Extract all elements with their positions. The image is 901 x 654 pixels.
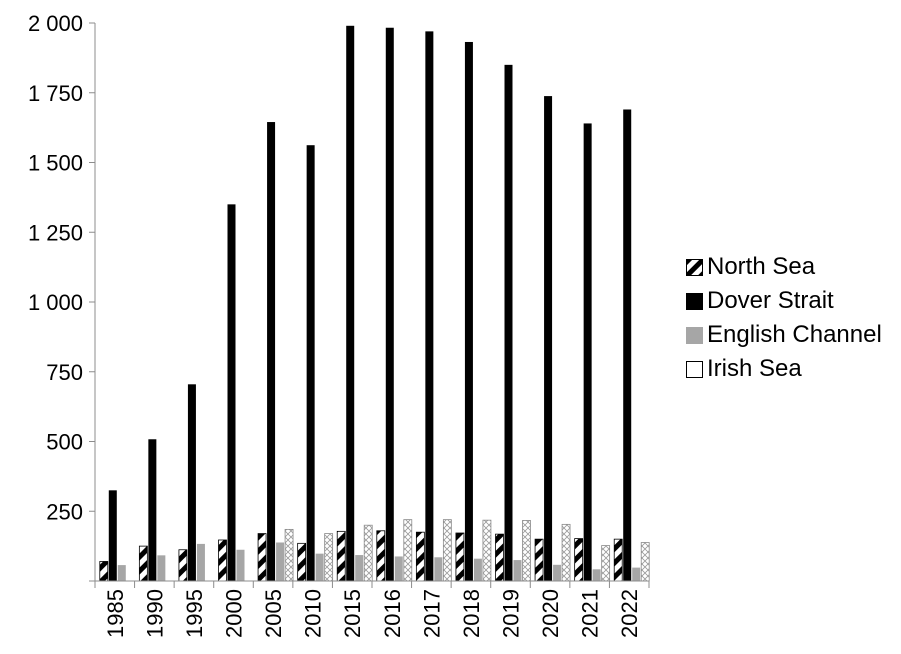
legend-item-irish-sea: Irish Sea [686, 352, 882, 386]
x-tick-label: 2010 [301, 589, 326, 638]
bar-dover-strait-2015 [346, 25, 355, 582]
bars-layer [99, 25, 650, 582]
bar-english-channel-2016 [394, 556, 403, 581]
x-tick-label: 2000 [222, 589, 247, 638]
bar-irish-sea-2016 [403, 519, 413, 582]
x-tick-label: 2019 [499, 589, 524, 638]
x-tick-label: 2016 [380, 589, 405, 638]
legend-item-dover-strait: Dover Strait [686, 284, 882, 318]
bar-dover-strait-2005 [267, 122, 276, 582]
legend-label-irish-sea: Irish Sea [707, 355, 802, 382]
bar-english-channel-2021 [592, 569, 601, 581]
bar-irish-sea-2018 [482, 519, 492, 582]
legend-swatch-dover-strait [686, 292, 703, 310]
legend-item-north-sea: North Sea [686, 250, 882, 284]
bar-dover-strait-1990 [148, 439, 157, 581]
y-tick-label: 500 [46, 430, 83, 455]
x-tick-label: 2022 [617, 589, 642, 638]
x-tick-label: 1995 [182, 589, 207, 638]
y-tick-label: 1 000 [28, 290, 83, 315]
bar-north-sea-1995 [178, 549, 188, 582]
bar-north-sea-1990 [138, 545, 148, 582]
legend-item-english-channel: English Channel [686, 318, 882, 352]
bar-north-sea-1985 [99, 561, 109, 582]
legend-swatch-irish-sea [686, 360, 703, 378]
bar-irish-sea-2015 [363, 524, 373, 582]
bar-english-channel-2015 [355, 555, 364, 581]
bar-north-sea-2016 [376, 530, 386, 582]
x-tick-label: 1985 [103, 589, 128, 638]
x-tick-label: 2017 [419, 589, 444, 638]
bar-irish-sea-2020 [561, 523, 571, 582]
y-axis-labels: 2 000 1 750 1 500 1 250 1 000 750 500 250 [28, 11, 83, 524]
bar-irish-sea-2021 [601, 545, 611, 582]
bar-english-channel-2000 [236, 549, 245, 581]
bar-english-channel-2018 [473, 558, 482, 581]
x-tick-label: 2020 [538, 589, 563, 638]
bar-dover-strait-2017 [425, 31, 434, 582]
bar-english-channel-1990 [157, 555, 166, 581]
bar-irish-sea-2005 [284, 528, 294, 582]
bar-north-sea-2005 [257, 533, 267, 582]
legend-label-dover-strait: Dover Strait [707, 287, 834, 314]
legend-label-north-sea: North Sea [707, 253, 816, 280]
bar-north-sea-2021 [574, 538, 584, 582]
bar-english-channel-2022 [632, 567, 641, 581]
bar-north-sea-2017 [415, 531, 425, 582]
bar-english-channel-1995 [196, 543, 205, 581]
axes-layer [89, 22, 650, 588]
y-tick-label: 750 [46, 360, 83, 385]
y-tick-label: 250 [46, 499, 83, 524]
y-tick-label: 1 250 [28, 220, 83, 245]
legend: North Sea Dover Strait English Channel I… [686, 250, 882, 386]
legend-swatch-north-sea [686, 258, 703, 276]
bar-dover-strait-2000 [227, 204, 236, 581]
bar-irish-sea-2010 [324, 533, 334, 582]
bar-irish-sea-2017 [442, 519, 452, 582]
bar-dover-strait-2021 [583, 123, 592, 581]
bar-dover-strait-1985 [108, 490, 117, 581]
bar-north-sea-2000 [218, 539, 227, 582]
bar-irish-sea-2019 [522, 520, 531, 582]
x-tick-label: 2005 [261, 589, 286, 638]
bar-dover-strait-2022 [623, 109, 632, 582]
y-tick-label: 1 750 [28, 81, 83, 106]
x-tick-label: 2021 [578, 589, 603, 638]
bar-north-sea-2020 [534, 538, 544, 582]
bar-north-sea-2022 [613, 538, 623, 582]
bar-english-channel-2017 [434, 557, 443, 581]
bar-irish-sea-2022 [640, 542, 650, 582]
y-tick-label: 2 000 [28, 11, 83, 36]
bar-dover-strait-2010 [306, 145, 315, 581]
legend-swatch-english-channel [686, 326, 703, 344]
bar-north-sea-2010 [297, 542, 307, 582]
bar-english-channel-2020 [553, 564, 562, 581]
bar-dover-strait-2018 [464, 41, 473, 582]
bar-english-channel-2005 [276, 542, 285, 581]
y-tick-label: 1 500 [28, 151, 83, 176]
bar-dover-strait-2019 [504, 64, 513, 582]
bar-north-sea-2019 [495, 533, 504, 582]
x-axis-labels: 1985 1990 1995 2000 2005 2010 2015 2016 2017 2018… [103, 589, 642, 638]
legend-label-english-channel: English Channel [707, 321, 882, 348]
bar-dover-strait-2016 [385, 27, 394, 582]
x-tick-label: 2015 [340, 589, 365, 638]
bar-english-channel-1985 [117, 565, 126, 581]
x-tick-label: 1990 [142, 589, 167, 638]
x-tick-label: 2018 [459, 589, 484, 638]
bar-dover-strait-2020 [544, 96, 553, 582]
bar-north-sea-2015 [336, 530, 346, 582]
bar-north-sea-2018 [455, 532, 465, 582]
bar-english-channel-2019 [513, 560, 522, 581]
bar-english-channel-2010 [315, 553, 324, 581]
bar-dover-strait-1995 [187, 384, 196, 581]
